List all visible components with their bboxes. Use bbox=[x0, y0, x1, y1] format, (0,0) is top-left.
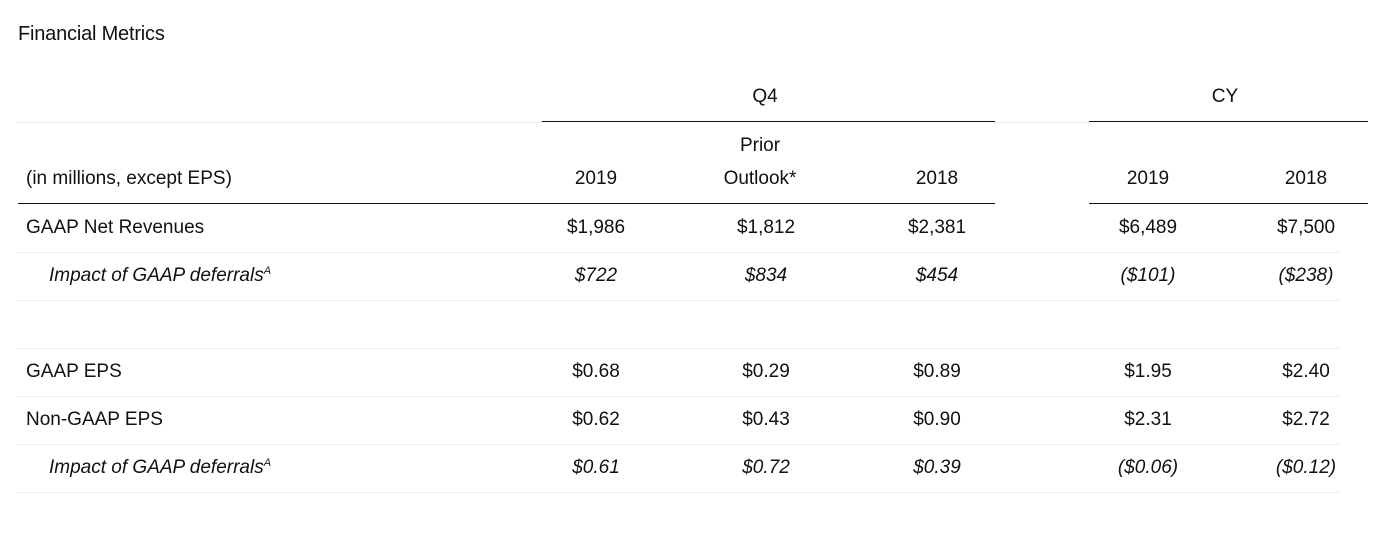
row-label: Impact of GAAP deferralsA bbox=[49, 265, 272, 286]
row-label: Impact of GAAP deferralsA bbox=[49, 457, 272, 478]
header-rule bbox=[18, 203, 995, 204]
row-label: GAAP Net Revenues bbox=[26, 217, 205, 238]
value-q4-2018: $0.39 bbox=[913, 457, 961, 478]
value-cy-2019: ($101) bbox=[1120, 265, 1176, 286]
value-prior-outlook: $0.43 bbox=[742, 409, 790, 430]
value-q4-2018: $0.90 bbox=[913, 409, 961, 430]
row-divider bbox=[18, 348, 1340, 349]
value-cy-2019: ($0.06) bbox=[1117, 457, 1179, 478]
row-divider bbox=[18, 300, 1340, 301]
value-q4-2018: $2,381 bbox=[907, 217, 967, 238]
footnote-marker: A bbox=[263, 265, 272, 277]
value-q4-2019: $722 bbox=[574, 265, 618, 286]
row-divider bbox=[18, 444, 1340, 445]
value-q4-2019: $0.68 bbox=[572, 361, 620, 382]
value-q4-2019: $0.62 bbox=[572, 409, 620, 430]
group-header-cy: CY bbox=[1211, 86, 1239, 107]
value-q4-2019: $0.61 bbox=[572, 457, 620, 478]
col-header-cy-2018: 2018 bbox=[1284, 168, 1328, 189]
cy-group-rule bbox=[1089, 121, 1368, 122]
value-prior-outlook: $0.72 bbox=[742, 457, 790, 478]
col-header-q4-2018: 2018 bbox=[915, 168, 959, 189]
value-cy-2018: $2.40 bbox=[1282, 361, 1330, 382]
value-prior-outlook: $0.29 bbox=[742, 361, 790, 382]
col-header-prior-line1: Prior bbox=[739, 135, 781, 156]
value-q4-2018: $0.89 bbox=[913, 361, 961, 382]
row-divider bbox=[18, 252, 1340, 253]
table-title: Financial Metrics bbox=[18, 23, 165, 45]
col-header-q4-2019: 2019 bbox=[574, 168, 618, 189]
value-q4-2019: $1,986 bbox=[566, 217, 626, 238]
row-label: Non-GAAP EPS bbox=[26, 409, 163, 430]
row-divider bbox=[18, 122, 542, 123]
value-cy-2019: $1.95 bbox=[1124, 361, 1172, 382]
row-divider bbox=[18, 396, 1340, 397]
footnote-marker: A bbox=[263, 457, 272, 469]
header-rule bbox=[1089, 203, 1368, 204]
col-header-row-label: (in millions, except EPS) bbox=[26, 168, 232, 189]
q4-group-rule bbox=[542, 121, 995, 122]
value-cy-2018: ($238) bbox=[1278, 265, 1334, 286]
value-cy-2019: $6,489 bbox=[1118, 217, 1178, 238]
row-divider bbox=[18, 492, 1340, 493]
row-divider bbox=[995, 122, 1089, 123]
value-cy-2018: ($0.12) bbox=[1275, 457, 1337, 478]
value-prior-outlook: $834 bbox=[744, 265, 788, 286]
col-header-cy-2019: 2019 bbox=[1126, 168, 1170, 189]
group-header-q4: Q4 bbox=[752, 86, 778, 107]
value-cy-2019: $2.31 bbox=[1124, 409, 1172, 430]
value-prior-outlook: $1,812 bbox=[736, 217, 796, 238]
value-cy-2018: $2.72 bbox=[1282, 409, 1330, 430]
value-cy-2018: $7,500 bbox=[1276, 217, 1336, 238]
row-label: GAAP EPS bbox=[26, 361, 122, 382]
value-q4-2018: $454 bbox=[915, 265, 959, 286]
col-header-prior-line2: Outlook* bbox=[723, 168, 797, 189]
